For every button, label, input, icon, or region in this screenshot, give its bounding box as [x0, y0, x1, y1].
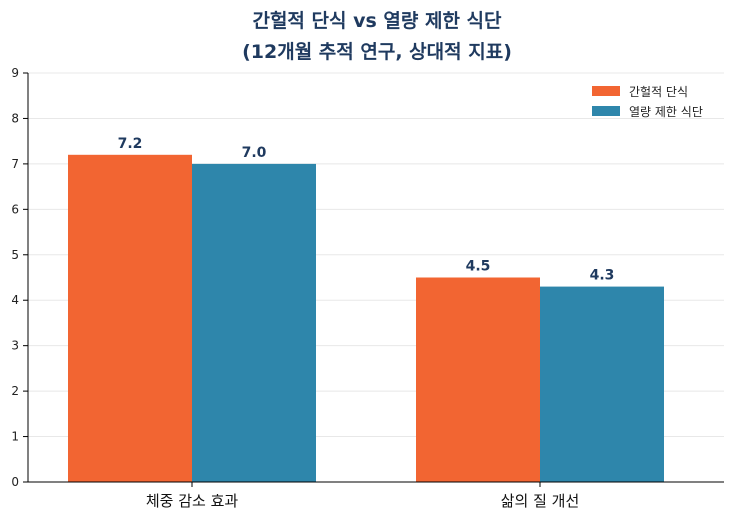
y-tick-label: 4: [11, 293, 19, 307]
legend-swatch: [592, 106, 620, 116]
data-labels: 7.2 7.0 4.5 4.3: [118, 136, 615, 284]
y-tick-label: 6: [11, 202, 19, 216]
x-tick-label: 체중 감소 효과: [146, 492, 239, 510]
data-label: 7.2: [118, 136, 143, 152]
y-tick-label: 2: [11, 384, 19, 398]
x-tick-label: 삶의 질 개선: [501, 492, 580, 510]
bar: [416, 277, 540, 482]
bars: [68, 154, 664, 483]
chart-title: 간헐적 단식 vs 열량 제한 식단: [252, 9, 502, 32]
y-tick-label: 5: [11, 248, 19, 262]
y-tick-label: 0: [11, 475, 19, 489]
y-tick-label: 3: [11, 339, 19, 353]
bar: [68, 154, 192, 483]
data-label: 7.0: [242, 145, 267, 161]
bar: [192, 163, 316, 482]
data-label: 4.5: [466, 259, 491, 275]
y-tick-label: 9: [11, 66, 19, 80]
legend-label: 열량 제한 식단: [629, 105, 703, 119]
axes: 0 1 2 3 4 5 6 7 8 9 체중 감소 효과 삶의 질 개선: [11, 66, 724, 510]
y-tick-label: 7: [11, 157, 19, 171]
y-tick-label: 1: [11, 430, 19, 444]
data-label: 4.3: [590, 268, 615, 284]
legend-swatch: [592, 86, 620, 96]
y-tick-label: 8: [11, 111, 19, 125]
legend-label: 간헐적 단식: [629, 85, 688, 99]
chart-subtitle: (12개월 추적 연구, 상대적 지표): [242, 41, 512, 63]
bar: [540, 286, 664, 482]
